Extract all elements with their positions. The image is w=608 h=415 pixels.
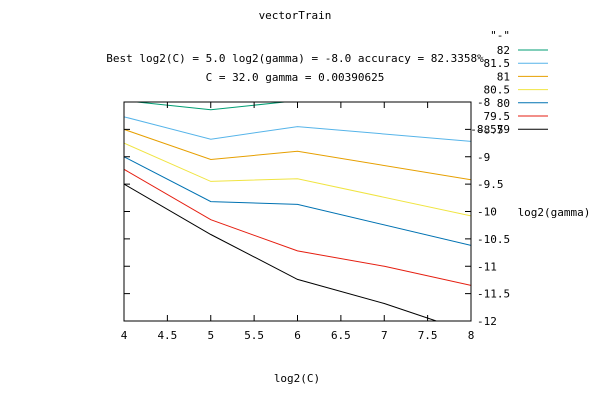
chart-subtitle-line2: C = 32.0 gamma = 0.00390625 [206,71,385,84]
x-tick-label: 6.5 [331,329,351,342]
legend-label: 81 [497,70,510,83]
y-tick-label: -10 [477,206,497,219]
y-tick-label: -10.5 [477,233,510,246]
legend-label: -8.579 [470,123,510,136]
legend-label: 82 [497,44,510,57]
contour-line-1 [124,116,471,142]
legend-label: 79.5 [484,110,511,123]
legend-label: 80.5 [484,84,511,97]
contour-line-4 [124,156,471,246]
contour-line-2 [124,128,471,181]
y-tick-label: -9 [477,151,490,164]
y-tick-label: -11.5 [477,288,510,301]
y-tick-label: -9.5 [477,178,504,191]
x-axis-label: log2(C) [274,372,320,385]
x-tick-label: 7.5 [418,329,438,342]
y-tick-label: -11 [477,260,497,273]
contour-line-0 [136,102,285,111]
x-axis-ticks: 4 4.5 5 5.5 6 6.5 7 7.5 8 [121,102,475,342]
plot-series [124,102,471,321]
y-tick-label: -8.5 [477,123,504,136]
legend-label: 80 [497,97,510,110]
x-tick-label: 4 [121,329,128,342]
y-axis-ticks: -8 -8.5 -9 -9.5 -10 -10.5 -11 -11.5 -12 [124,96,510,328]
legend-label: 81.5 [484,57,511,70]
x-tick-label: 8 [468,329,475,342]
contour-line-3 [124,142,471,217]
chart-subtitle-line1: Best log2(C) = 5.0 log2(gamma) = -8.0 ac… [106,52,484,65]
x-tick-label: 6 [294,329,301,342]
y-axis-label: log2(gamma) [518,206,591,219]
x-tick-label: 5 [207,329,214,342]
chart-title: vectorTrain [259,9,332,22]
legend-title: "-" [490,29,510,42]
contour-line-6 [124,183,437,321]
x-tick-label: 4.5 [157,329,177,342]
x-tick-label: 5.5 [244,329,264,342]
x-tick-label: 7 [381,329,388,342]
y-tick-label: -8 [477,96,490,109]
y-tick-label: -12 [477,315,497,328]
contour-line-5 [124,168,471,286]
plot-frame [123,101,472,322]
